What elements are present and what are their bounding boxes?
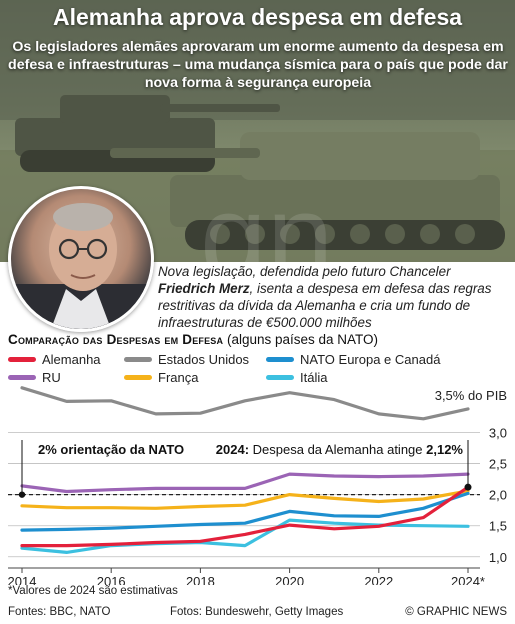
subheadline: Os legisladores alemães aprovaram um eno… — [8, 39, 508, 91]
legend-label-ru: RU — [42, 370, 61, 385]
caption-name: Friedrich Merz — [158, 281, 250, 296]
y-tick-label: 3,0 — [489, 426, 507, 441]
legend-label-alemanha: Alemanha — [42, 352, 101, 367]
photo-credits: Fotos: Bundeswehr, Getty Images — [170, 606, 344, 618]
sources: Fontes: BBC, NATO — [8, 606, 111, 618]
line-chart: 3,0 2,5 2,0 1,5 1,0 2014 2016 2018 2020 2022 2024*… — [8, 386, 507, 585]
copyright: © GRAPHIC NEWS — [405, 606, 507, 618]
chart-subtitle: (alguns países da NATO) — [223, 332, 379, 347]
merz-portrait — [8, 186, 154, 332]
caption-text-2: , isenta a despesa em defesa das regras … — [158, 281, 492, 330]
legend-label-eua: Estados Unidos — [158, 352, 250, 367]
legend-item-alemanha: Alemanha — [8, 352, 101, 367]
series-line-fran-a — [20, 489, 470, 510]
y-tick-label: 1,5 — [489, 519, 507, 534]
legend-item-italia: Itália — [266, 370, 327, 385]
x-tick-label: 2022 — [364, 574, 393, 585]
series-line-it-lia — [20, 518, 470, 554]
germany-2024-marker — [464, 483, 472, 491]
legend-label-italia: Itália — [300, 370, 328, 385]
x-tick-label: 2018 — [186, 574, 215, 585]
series-line-ru — [20, 472, 470, 494]
series-line-estados-unidos — [20, 386, 470, 421]
series-line-nato-europa-e-canad- — [20, 491, 470, 532]
nato-marker-2014 — [18, 491, 26, 498]
legend-swatch-franca — [124, 375, 152, 381]
legend-swatch-italia — [266, 375, 294, 381]
x-tick-label: 2016 — [97, 574, 126, 585]
series-line-alemanha — [20, 485, 470, 548]
x-tick-label: 2024* — [451, 574, 485, 585]
gdp-label: 3,5% do PIB — [435, 388, 507, 403]
legend-label-franca: França — [158, 370, 199, 385]
x-tick-label: 2014 — [8, 574, 37, 585]
legend-label-nato: NATO Europa e Canadá — [300, 352, 441, 367]
nato-annotation: 2% orientação da NATO — [38, 442, 184, 457]
legend-item-eua: Estados Unidos — [124, 352, 249, 367]
germany-annotation: 2024: Despesa da Alemanha atinge 2,12% — [216, 442, 464, 457]
headline: Alemanha aprova despesa em defesa — [52, 4, 463, 30]
tank-illustration: gn — [0, 0, 515, 262]
tank-photo: gn Alemanha aprova despesa em defesa Os … — [0, 0, 515, 262]
legend-swatch-eua — [124, 357, 152, 363]
y-tick-label: 1,0 — [489, 550, 507, 565]
chart-title: Comparação das Despesas em Defesa — [8, 332, 224, 347]
svg-text:gn: gn — [200, 170, 333, 262]
legend-swatch-alemanha — [8, 357, 36, 363]
legend-swatch-nato — [266, 357, 294, 363]
portrait-illustration — [11, 203, 151, 329]
caption: Nova legislação, defendida pelo futuro C… — [158, 263, 510, 331]
footer: Fontes: BBC, NATO Fotos: Bundeswehr, Get… — [0, 603, 515, 624]
caption-text-1: Nova legislação, defendida pelo futuro C… — [158, 264, 451, 279]
legend-item-nato: NATO Europa e Canadá — [266, 352, 440, 367]
y-tick-label: 2,5 — [489, 457, 507, 472]
legend-swatch-ru — [8, 375, 36, 381]
legend-item-franca: França — [124, 370, 198, 385]
y-tick-label: 2,0 — [489, 488, 507, 503]
footnote: *Valores de 2024 são estimativas — [8, 585, 178, 597]
x-tick-label: 2020 — [275, 574, 304, 585]
chart-heading: Comparação das Despesas em Defesa (algun… — [8, 332, 378, 347]
legend-item-ru: RU — [8, 370, 61, 385]
